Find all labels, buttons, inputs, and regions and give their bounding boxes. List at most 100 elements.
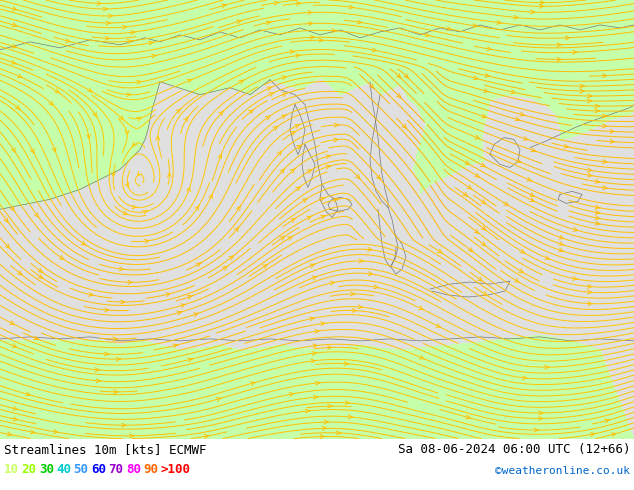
FancyArrowPatch shape xyxy=(332,29,336,32)
FancyArrowPatch shape xyxy=(447,26,451,30)
FancyArrowPatch shape xyxy=(302,198,307,202)
FancyArrowPatch shape xyxy=(18,271,22,275)
FancyArrowPatch shape xyxy=(351,292,355,296)
FancyArrowPatch shape xyxy=(295,187,301,191)
FancyArrowPatch shape xyxy=(312,351,316,355)
FancyArrowPatch shape xyxy=(573,227,578,231)
FancyArrowPatch shape xyxy=(132,205,136,209)
FancyArrowPatch shape xyxy=(515,117,520,121)
FancyArrowPatch shape xyxy=(534,428,538,432)
FancyArrowPatch shape xyxy=(520,249,525,253)
FancyArrowPatch shape xyxy=(481,242,486,246)
FancyArrowPatch shape xyxy=(425,33,430,37)
FancyArrowPatch shape xyxy=(218,154,222,159)
FancyArrowPatch shape xyxy=(137,80,141,84)
FancyArrowPatch shape xyxy=(290,50,294,54)
FancyArrowPatch shape xyxy=(539,411,543,415)
Text: 70: 70 xyxy=(108,463,124,476)
Text: Sa 08-06-2024 06:00 UTC (12+66): Sa 08-06-2024 06:00 UTC (12+66) xyxy=(398,442,630,456)
FancyArrowPatch shape xyxy=(564,145,569,148)
FancyArrowPatch shape xyxy=(281,115,286,119)
FancyArrowPatch shape xyxy=(595,104,599,108)
FancyArrowPatch shape xyxy=(588,168,592,172)
FancyArrowPatch shape xyxy=(497,21,501,24)
FancyArrowPatch shape xyxy=(12,23,16,26)
FancyArrowPatch shape xyxy=(193,313,198,317)
FancyArrowPatch shape xyxy=(95,368,100,371)
FancyArrowPatch shape xyxy=(540,0,545,4)
FancyArrowPatch shape xyxy=(145,240,149,243)
FancyArrowPatch shape xyxy=(274,1,278,5)
Text: Streamlines 10m [kts] ECMWF: Streamlines 10m [kts] ECMWF xyxy=(4,442,207,456)
FancyArrowPatch shape xyxy=(557,57,561,61)
FancyArrowPatch shape xyxy=(223,266,228,270)
FancyArrowPatch shape xyxy=(519,269,524,273)
FancyArrowPatch shape xyxy=(34,336,39,340)
FancyArrowPatch shape xyxy=(125,182,129,187)
FancyArrowPatch shape xyxy=(334,123,339,127)
FancyArrowPatch shape xyxy=(605,419,609,423)
FancyArrowPatch shape xyxy=(328,345,332,349)
FancyArrowPatch shape xyxy=(345,401,349,405)
FancyArrowPatch shape xyxy=(610,140,614,144)
FancyArrowPatch shape xyxy=(296,1,301,5)
FancyArrowPatch shape xyxy=(204,435,209,439)
Text: 90: 90 xyxy=(143,463,158,476)
FancyArrowPatch shape xyxy=(55,89,60,93)
FancyArrowPatch shape xyxy=(97,1,101,5)
FancyArrowPatch shape xyxy=(557,43,561,47)
FancyArrowPatch shape xyxy=(229,255,234,260)
FancyArrowPatch shape xyxy=(262,264,268,269)
FancyArrowPatch shape xyxy=(105,308,109,312)
FancyArrowPatch shape xyxy=(321,215,325,219)
FancyArrowPatch shape xyxy=(311,359,315,363)
FancyArrowPatch shape xyxy=(463,192,468,196)
FancyArrowPatch shape xyxy=(473,24,477,27)
FancyArrowPatch shape xyxy=(184,117,188,122)
FancyArrowPatch shape xyxy=(113,337,117,341)
FancyArrowPatch shape xyxy=(474,76,478,80)
FancyArrowPatch shape xyxy=(187,79,192,83)
FancyArrowPatch shape xyxy=(308,11,312,15)
FancyArrowPatch shape xyxy=(296,54,301,58)
FancyArrowPatch shape xyxy=(465,161,470,165)
FancyArrowPatch shape xyxy=(611,433,616,437)
FancyArrowPatch shape xyxy=(186,188,190,192)
FancyArrowPatch shape xyxy=(103,7,107,11)
FancyArrowPatch shape xyxy=(125,130,129,134)
FancyArrowPatch shape xyxy=(531,10,535,14)
FancyArrowPatch shape xyxy=(475,135,480,139)
FancyArrowPatch shape xyxy=(588,173,592,177)
FancyArrowPatch shape xyxy=(530,198,534,201)
FancyArrowPatch shape xyxy=(540,4,544,8)
FancyArrowPatch shape xyxy=(588,94,592,98)
FancyArrowPatch shape xyxy=(320,435,325,439)
FancyArrowPatch shape xyxy=(482,292,488,296)
FancyArrowPatch shape xyxy=(321,322,325,326)
FancyArrowPatch shape xyxy=(13,407,18,410)
FancyArrowPatch shape xyxy=(105,36,110,40)
FancyArrowPatch shape xyxy=(357,20,362,24)
FancyArrowPatch shape xyxy=(282,76,287,79)
FancyArrowPatch shape xyxy=(38,269,43,272)
FancyArrowPatch shape xyxy=(527,177,531,181)
FancyArrowPatch shape xyxy=(511,90,515,94)
FancyArrowPatch shape xyxy=(173,344,178,348)
FancyArrowPatch shape xyxy=(484,89,488,93)
FancyArrowPatch shape xyxy=(266,116,270,120)
FancyArrowPatch shape xyxy=(81,241,86,245)
FancyArrowPatch shape xyxy=(266,21,271,24)
FancyArrowPatch shape xyxy=(138,172,141,175)
FancyArrowPatch shape xyxy=(348,415,353,418)
FancyArrowPatch shape xyxy=(105,352,108,356)
FancyArrowPatch shape xyxy=(481,200,486,204)
FancyArrowPatch shape xyxy=(336,431,340,435)
FancyArrowPatch shape xyxy=(132,142,136,147)
FancyArrowPatch shape xyxy=(280,236,285,240)
FancyArrowPatch shape xyxy=(310,264,314,268)
FancyArrowPatch shape xyxy=(122,423,126,427)
FancyArrowPatch shape xyxy=(127,39,132,43)
FancyArrowPatch shape xyxy=(177,311,182,315)
FancyArrowPatch shape xyxy=(566,36,570,40)
FancyArrowPatch shape xyxy=(196,263,201,267)
